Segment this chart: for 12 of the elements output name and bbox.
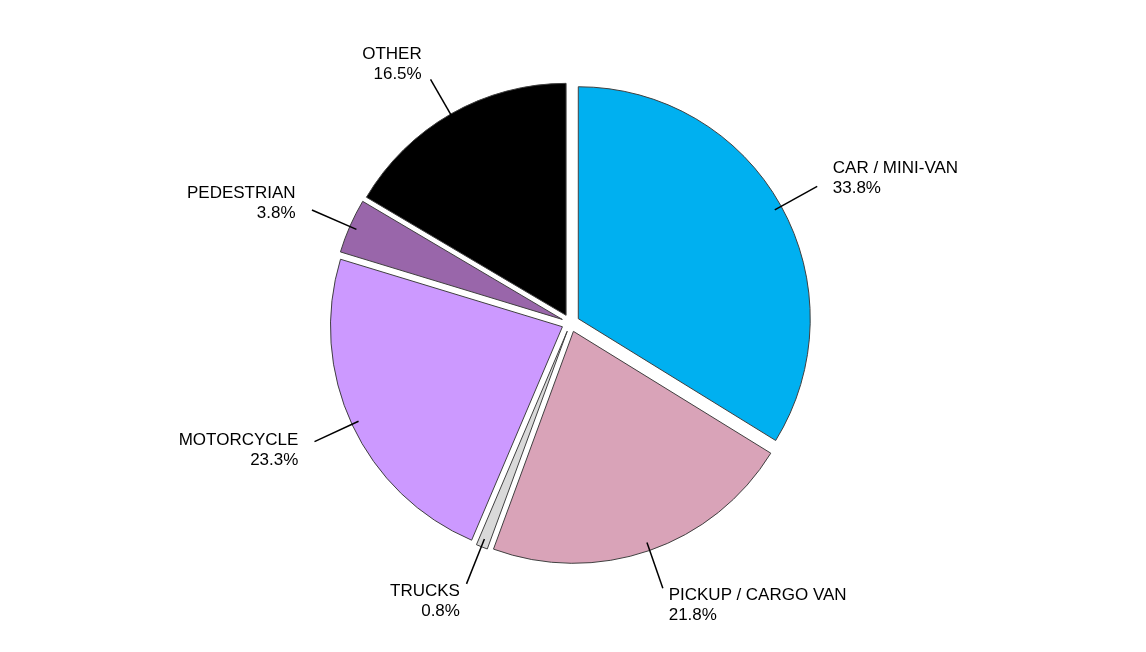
slice-label: MOTORCYCLE — [178, 429, 299, 449]
data-label: 16.5% — [373, 64, 422, 84]
slice-label: CAR / MINI-VAN — [832, 158, 959, 178]
data-label: 23.3% — [250, 449, 299, 469]
slice-label: OTHER — [362, 44, 422, 64]
data-label: 21.8% — [668, 605, 717, 625]
data-label: 33.8% — [832, 178, 881, 198]
slice-label: PICKUP / CARGO VAN — [668, 585, 847, 605]
data-label: 0.8% — [421, 600, 460, 620]
slice-label: PEDESTRIAN — [186, 183, 296, 203]
data-label: 3.8% — [256, 203, 296, 223]
slice-label: TRUCKS — [390, 580, 460, 600]
